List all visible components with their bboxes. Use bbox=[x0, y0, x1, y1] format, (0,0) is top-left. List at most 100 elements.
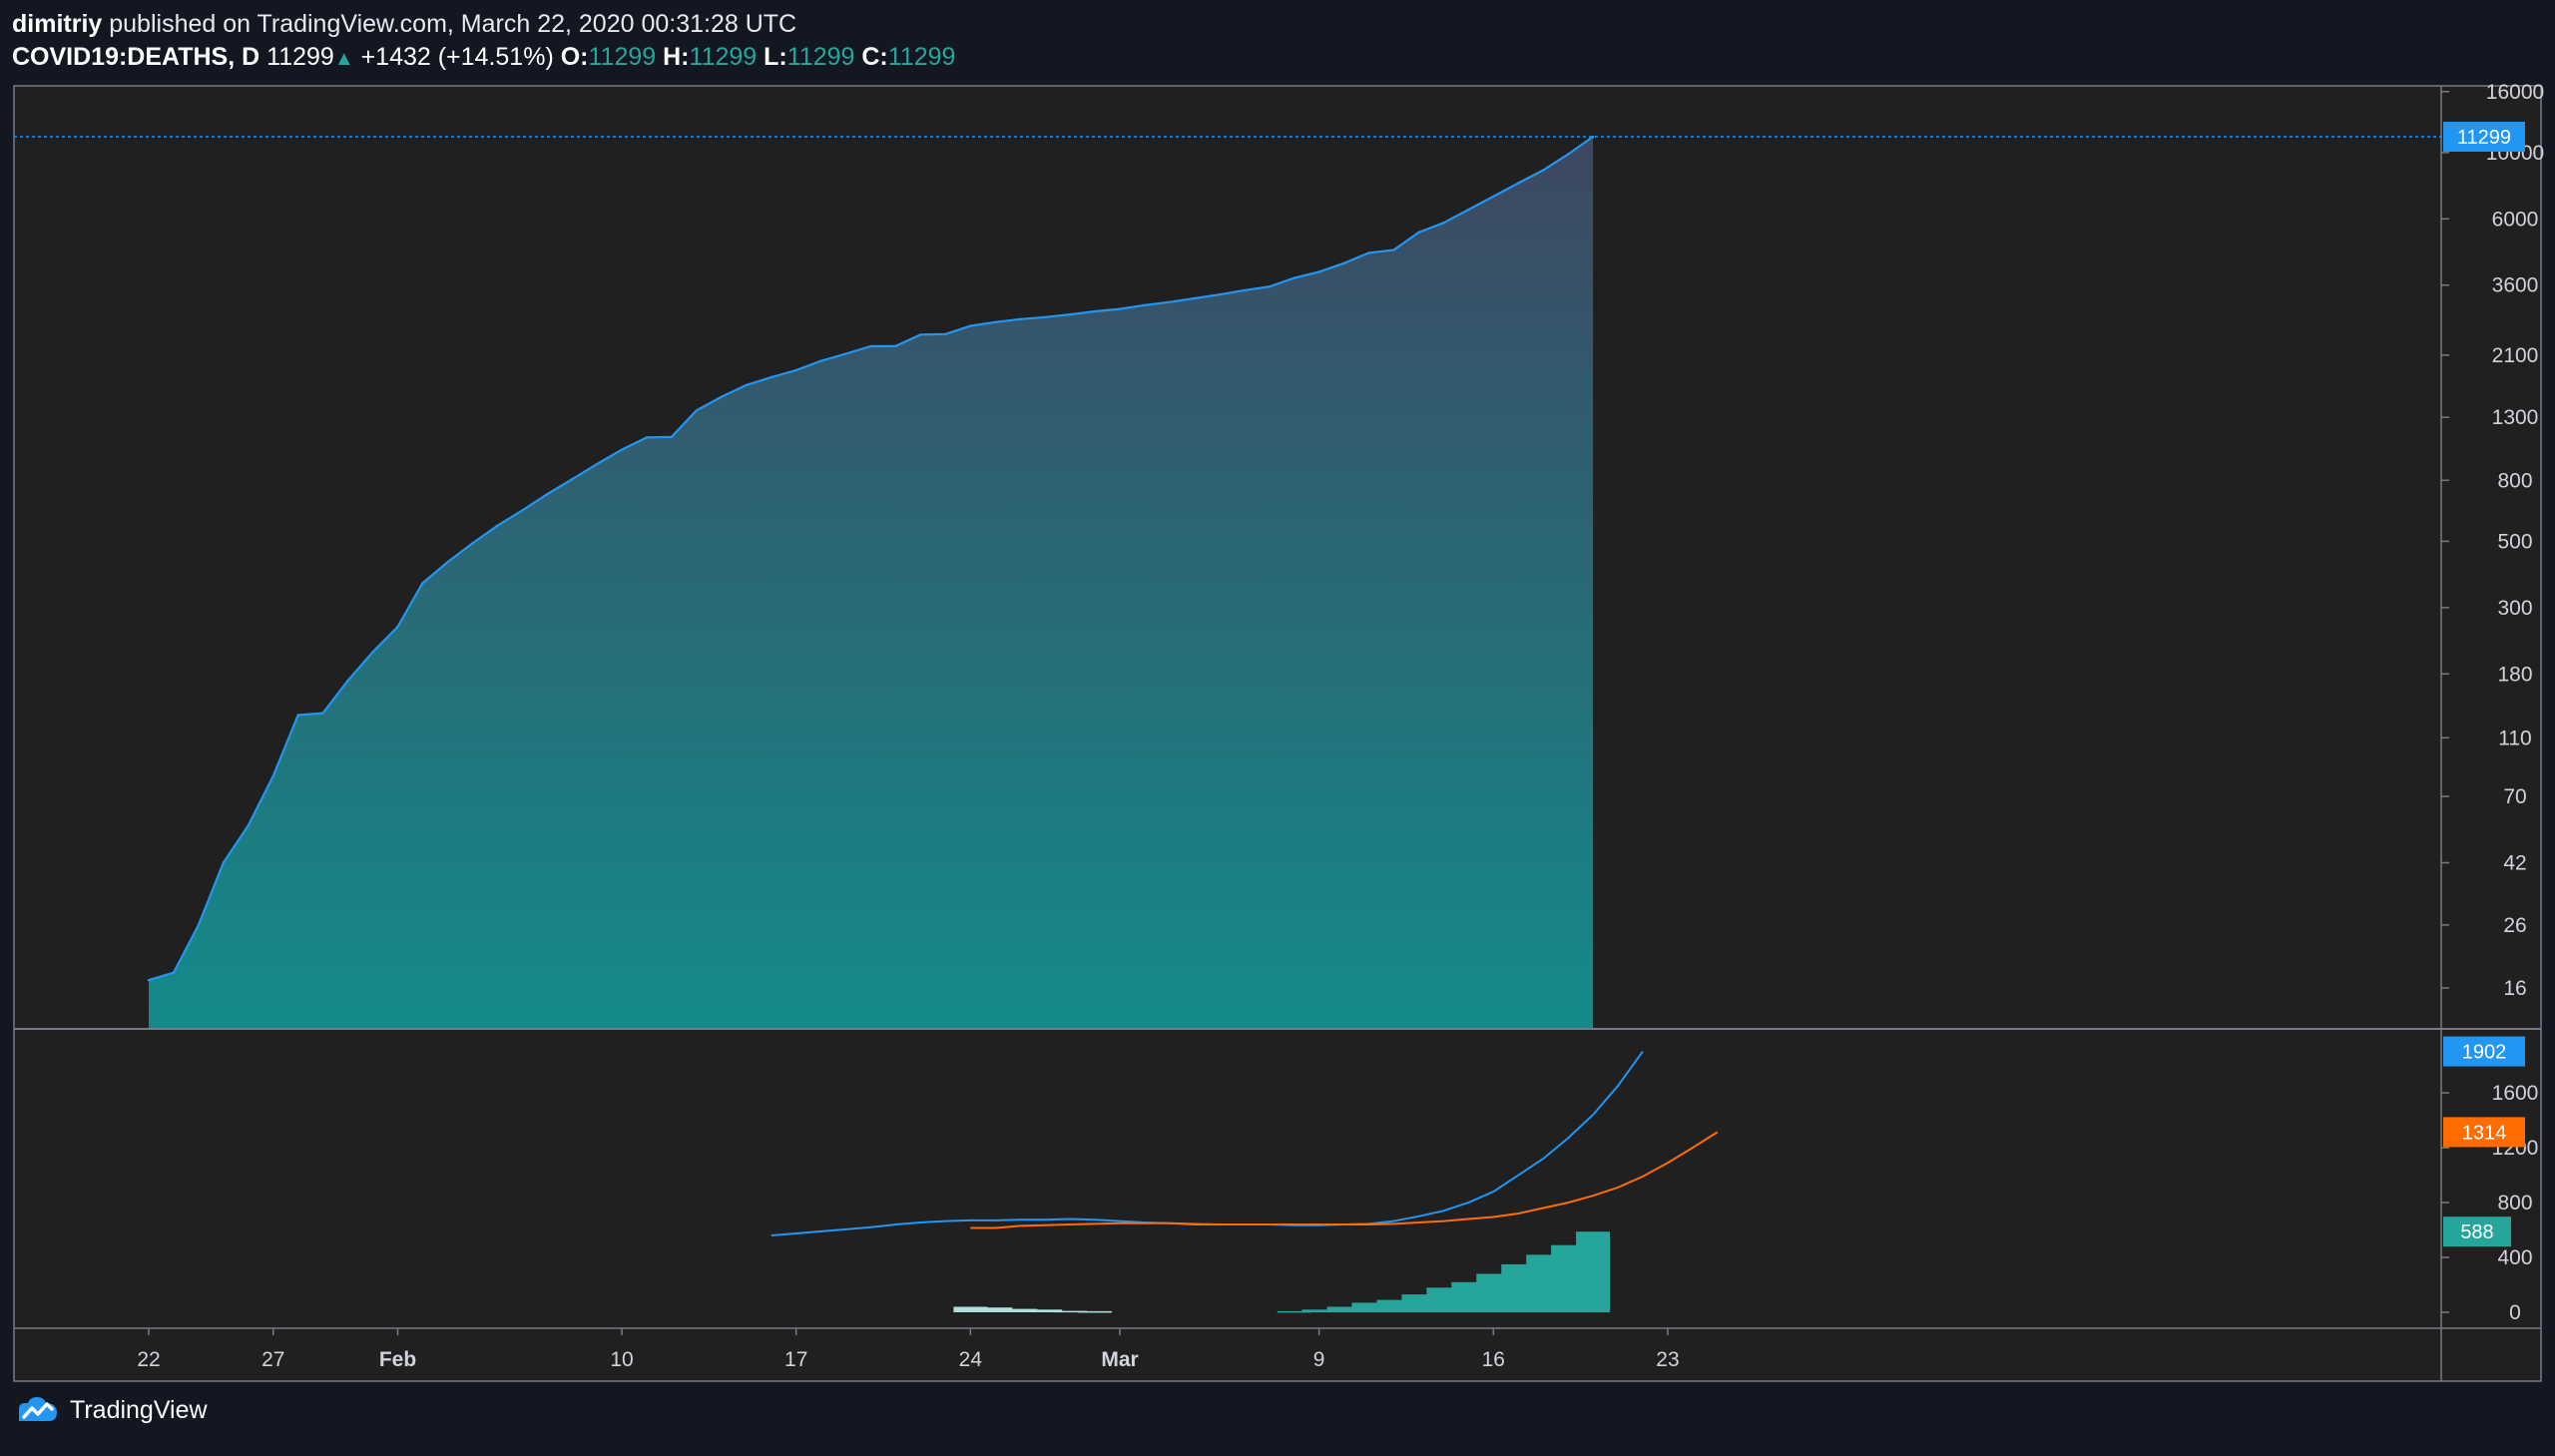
brand-name[interactable]: TradingView bbox=[70, 1395, 208, 1424]
data-point bbox=[745, 383, 748, 387]
low-value: 11299 bbox=[786, 43, 855, 71]
sub-value-tag-label: 1314 bbox=[2462, 1122, 2507, 1144]
sub-value-tag bbox=[2443, 1036, 2525, 1067]
ma-slow-line bbox=[970, 1131, 1719, 1229]
price-tick-label: 2100 bbox=[2492, 344, 2539, 367]
data-point bbox=[496, 524, 499, 527]
data-point bbox=[172, 971, 176, 974]
time-tick-label: 16 bbox=[1482, 1348, 1505, 1371]
data-point bbox=[147, 978, 151, 982]
price-axis-pane bbox=[2441, 86, 2541, 1381]
data-point bbox=[1268, 285, 1272, 288]
price-tick-label: 70 bbox=[2503, 785, 2526, 808]
price-tick-label: 16 bbox=[2503, 977, 2526, 1000]
data-point bbox=[271, 774, 274, 777]
sub-tick-label: 0 bbox=[2509, 1301, 2521, 1324]
data-point bbox=[1492, 195, 1495, 199]
time-axis-pane bbox=[14, 1328, 2441, 1381]
sub-tick-label: 400 bbox=[2497, 1246, 2532, 1269]
data-point bbox=[695, 409, 699, 412]
data-point bbox=[471, 542, 474, 545]
data-point bbox=[446, 561, 449, 564]
last-value-tag bbox=[2443, 122, 2525, 152]
publish-info: published on TradingView.com, March 22, … bbox=[109, 10, 797, 38]
data-point bbox=[396, 625, 399, 629]
data-point bbox=[197, 923, 201, 927]
sub-tick-label: 1600 bbox=[2492, 1082, 2539, 1105]
time-tick-label: Feb bbox=[379, 1348, 416, 1371]
price-tick-label: 500 bbox=[2497, 530, 2532, 553]
price-tick-label: 26 bbox=[2503, 914, 2526, 937]
data-point bbox=[1467, 208, 1470, 212]
last-value-tag-label: 11299 bbox=[2457, 127, 2511, 149]
data-point bbox=[919, 333, 922, 336]
data-point bbox=[1392, 248, 1395, 251]
close-value: 11299 bbox=[887, 43, 956, 71]
time-tick-label: 22 bbox=[137, 1348, 160, 1371]
time-tick-label: 17 bbox=[784, 1348, 807, 1371]
high-value: 11299 bbox=[689, 43, 758, 71]
histogram-bar bbox=[1326, 1306, 1361, 1312]
low-label: L: bbox=[764, 43, 787, 71]
histogram-bar bbox=[1053, 1310, 1088, 1313]
data-point bbox=[1317, 270, 1320, 273]
histogram-bar bbox=[1078, 1310, 1113, 1313]
data-point bbox=[720, 395, 724, 398]
high-label: H: bbox=[663, 43, 690, 71]
histogram-bar bbox=[953, 1306, 988, 1312]
sub-value-tag-label: 588 bbox=[2460, 1221, 2493, 1243]
chart-frame bbox=[13, 85, 2542, 1382]
histogram-bar bbox=[1301, 1309, 1336, 1312]
data-point bbox=[1243, 288, 1247, 292]
data-point bbox=[1118, 307, 1122, 310]
data-point bbox=[769, 375, 772, 379]
data-point bbox=[794, 368, 797, 372]
time-tick-label: 23 bbox=[1656, 1348, 1679, 1371]
data-point bbox=[371, 651, 374, 654]
last-value: 11299 bbox=[266, 43, 334, 71]
data-point bbox=[1292, 276, 1295, 279]
sub-tick-label: 800 bbox=[2497, 1192, 2532, 1214]
sub-value-tag bbox=[2443, 1117, 2525, 1148]
data-point bbox=[944, 332, 947, 335]
data-point bbox=[521, 509, 524, 512]
price-tick-label: 16000 bbox=[2486, 81, 2544, 104]
price-tick-label: 800 bbox=[2497, 469, 2532, 492]
data-point bbox=[1591, 135, 1595, 139]
data-point bbox=[620, 448, 624, 451]
data-point bbox=[247, 823, 250, 827]
open-label: O: bbox=[560, 43, 589, 71]
open-value: 11299 bbox=[588, 43, 657, 71]
data-point bbox=[894, 344, 897, 347]
histogram-bar bbox=[1003, 1308, 1038, 1312]
data-point bbox=[1019, 317, 1022, 320]
data-point bbox=[421, 582, 424, 585]
data-point bbox=[1342, 261, 1345, 264]
change-value: +1432 (+14.51%) bbox=[360, 43, 554, 71]
data-point bbox=[869, 344, 872, 348]
price-tick-label: 1300 bbox=[2492, 406, 2539, 429]
sub-value-tag-label: 1902 bbox=[2462, 1042, 2507, 1064]
data-point bbox=[1168, 300, 1172, 303]
time-tick-label: 10 bbox=[610, 1348, 633, 1371]
time-tick-label: 9 bbox=[1313, 1348, 1325, 1371]
symbol-name[interactable]: COVID19:DEATHS, D bbox=[12, 43, 260, 71]
data-point bbox=[1417, 231, 1420, 235]
data-point bbox=[1367, 251, 1370, 254]
data-point bbox=[645, 436, 649, 439]
data-point bbox=[670, 435, 674, 438]
data-point bbox=[1442, 222, 1445, 225]
data-point bbox=[1517, 182, 1520, 185]
data-point bbox=[296, 714, 299, 717]
data-point bbox=[844, 352, 847, 355]
close-label: C: bbox=[861, 43, 888, 71]
author-name[interactable]: dimitriy bbox=[12, 10, 103, 38]
data-point bbox=[546, 493, 549, 496]
tradingview-logo-icon[interactable] bbox=[16, 1395, 60, 1425]
price-tick-label: 180 bbox=[2497, 663, 2532, 686]
data-point bbox=[994, 320, 997, 323]
time-tick-label: 27 bbox=[261, 1348, 284, 1371]
histogram-bar bbox=[1576, 1231, 1611, 1312]
sub-value-tag bbox=[2443, 1216, 2511, 1247]
